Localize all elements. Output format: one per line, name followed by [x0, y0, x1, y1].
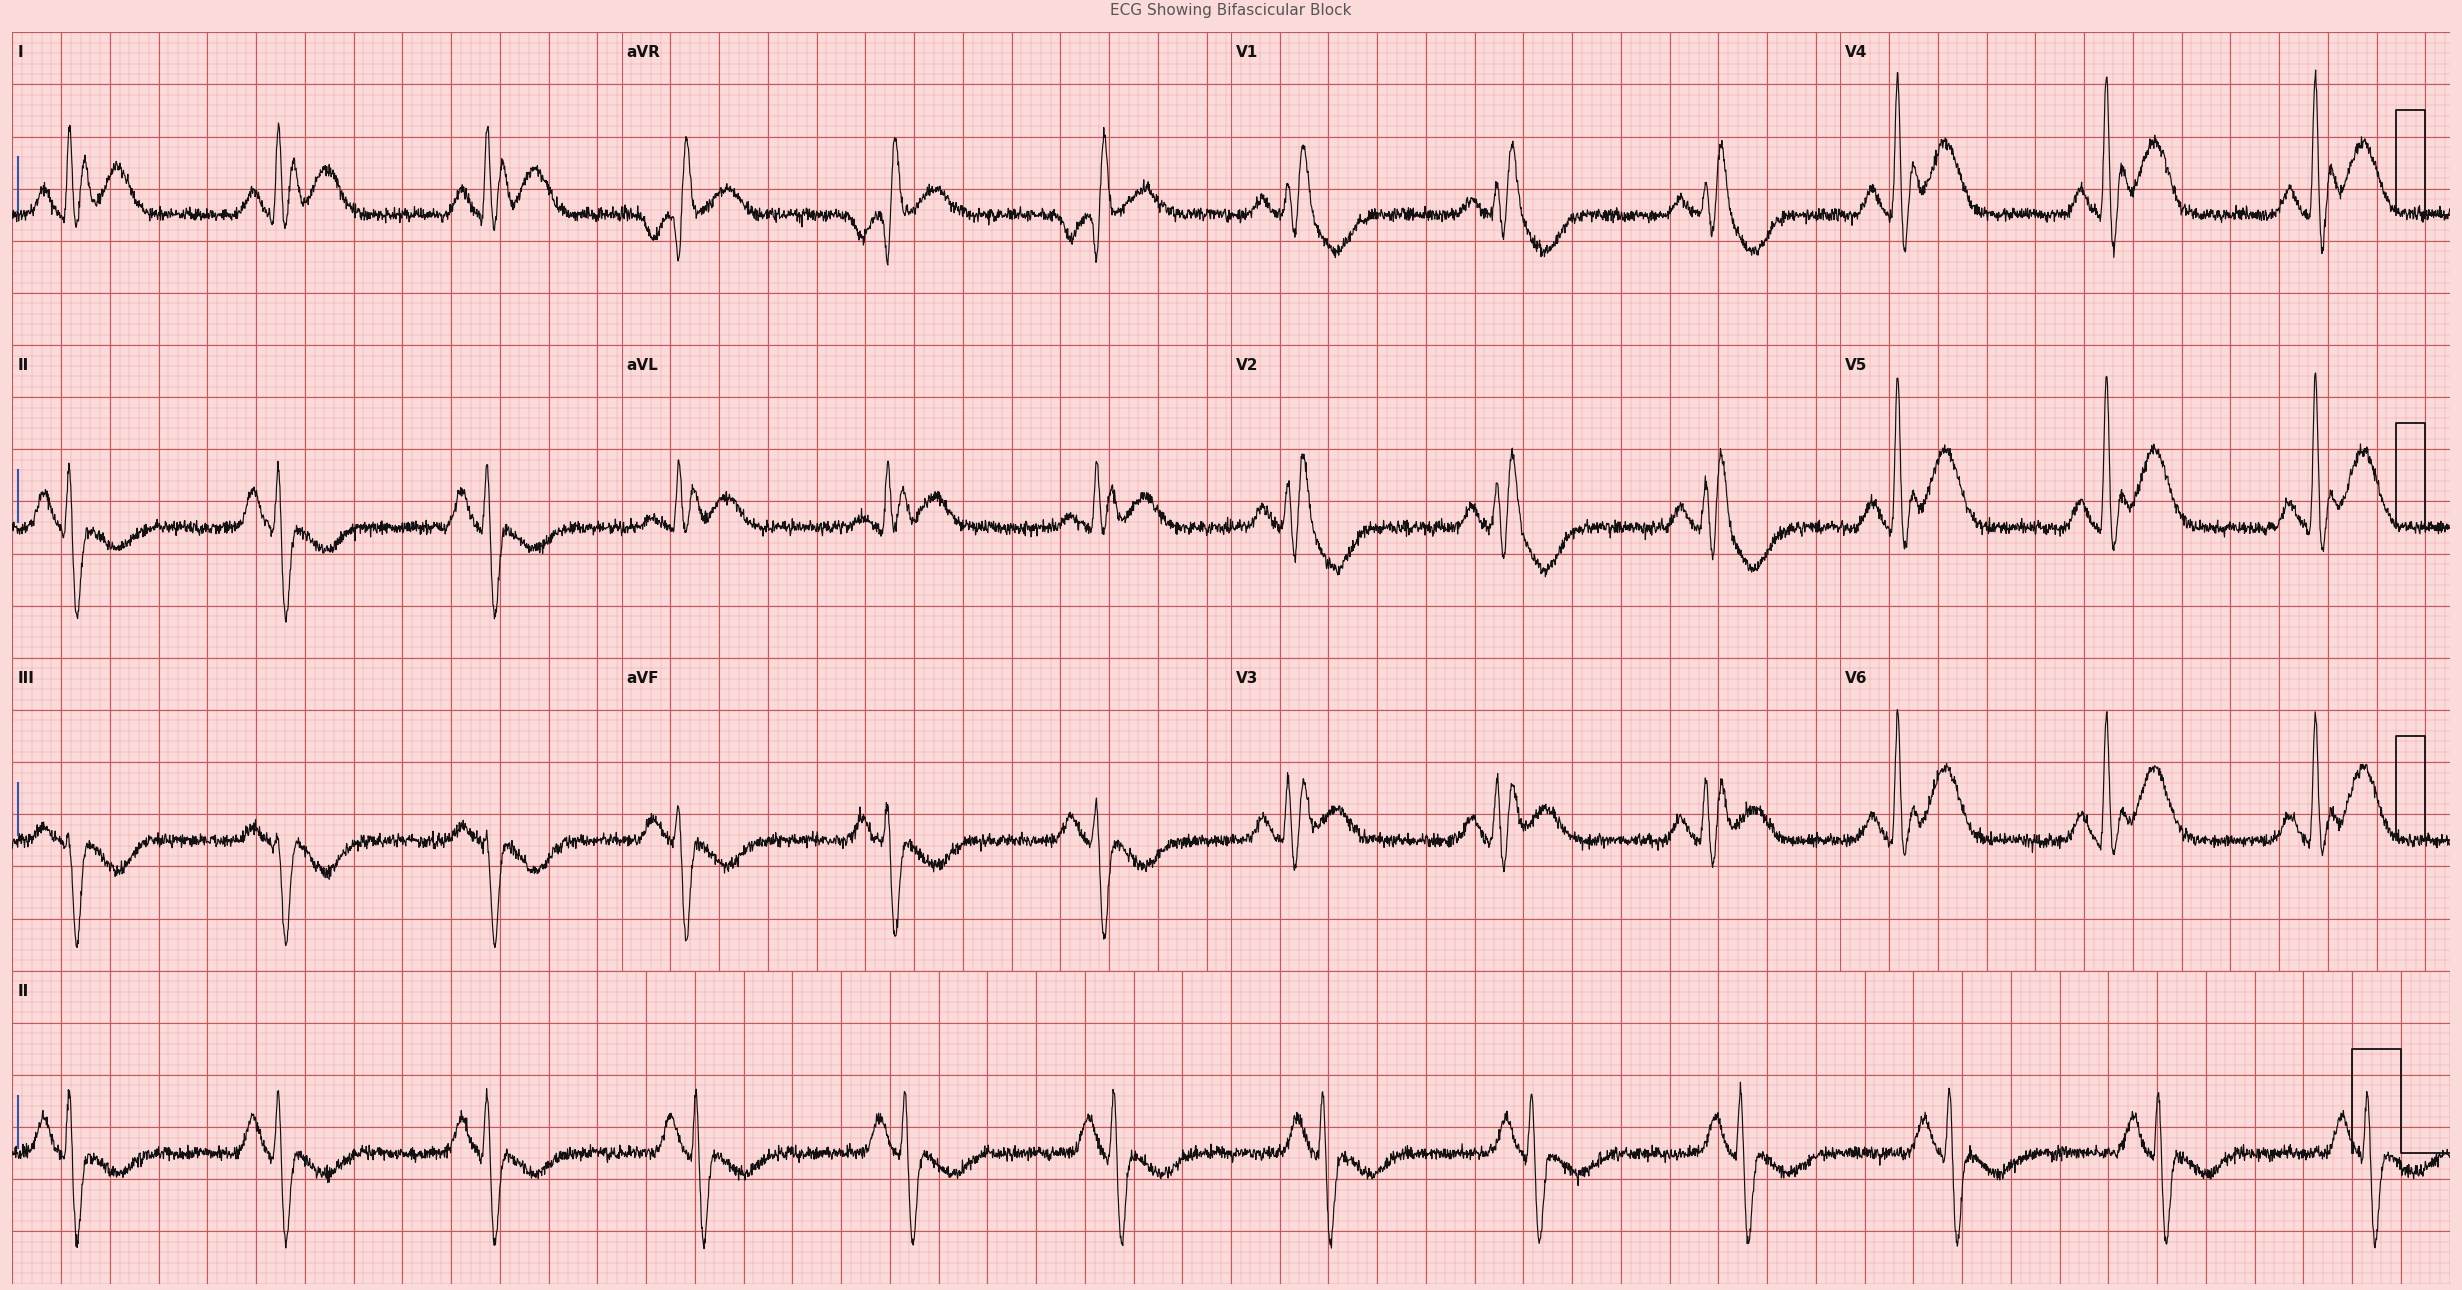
Text: V5: V5	[1844, 359, 1869, 373]
Text: II: II	[17, 984, 30, 998]
Text: aVR: aVR	[625, 45, 660, 61]
Text: ECG Showing Bifascicular Block: ECG Showing Bifascicular Block	[1110, 3, 1352, 18]
Text: V3: V3	[1236, 671, 1258, 686]
Text: V4: V4	[1844, 45, 1869, 61]
Text: aVF: aVF	[625, 671, 660, 686]
Text: V6: V6	[1844, 671, 1869, 686]
Text: aVL: aVL	[625, 359, 657, 373]
Text: III: III	[17, 671, 34, 686]
Text: I: I	[17, 45, 22, 61]
Text: II: II	[17, 359, 30, 373]
Text: V2: V2	[1236, 359, 1258, 373]
Text: V1: V1	[1236, 45, 1258, 61]
